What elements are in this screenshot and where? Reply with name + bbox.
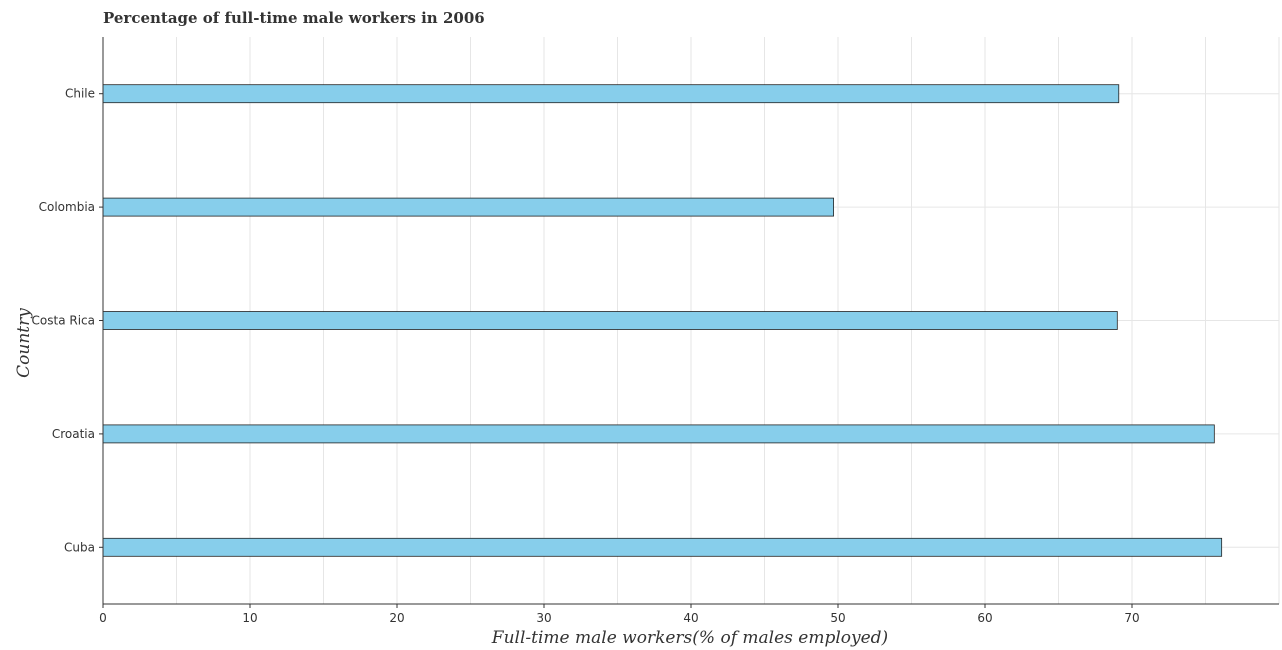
- y-tick-label: Cuba: [64, 540, 95, 554]
- chart-title: Percentage of full-time male workers in …: [103, 9, 485, 27]
- bar-croatia: [102, 424, 1215, 444]
- bar-colombia: [102, 197, 834, 217]
- axes: Chile Colombia Costa Rica Croatia Cuba 0 10 20 3…: [32, 37, 1279, 625]
- y-tick-label: Colombia: [39, 200, 95, 214]
- y-tick-label: Costa Rica: [32, 314, 95, 328]
- x-tick-label: 40: [683, 611, 698, 625]
- bars: [102, 84, 1223, 557]
- x-tick-label: 70: [1124, 611, 1139, 625]
- x-tick-label: 0: [99, 611, 107, 625]
- y-tick-label: Chile: [65, 87, 95, 101]
- x-tick-label: 60: [977, 611, 992, 625]
- y-tick-label: Croatia: [52, 427, 95, 441]
- x-axis-label: Full-time male workers(% of males employ…: [491, 628, 888, 648]
- x-tick-label: 10: [242, 611, 257, 625]
- x-tick-label: 50: [830, 611, 845, 625]
- x-tick-label: 30: [536, 611, 551, 625]
- x-tick-label: 20: [389, 611, 404, 625]
- bar-chile: [102, 84, 1120, 104]
- y-axis-label: Country: [14, 308, 34, 378]
- bar-cuba: [102, 537, 1223, 557]
- bar-costa-rica: [102, 311, 1118, 330]
